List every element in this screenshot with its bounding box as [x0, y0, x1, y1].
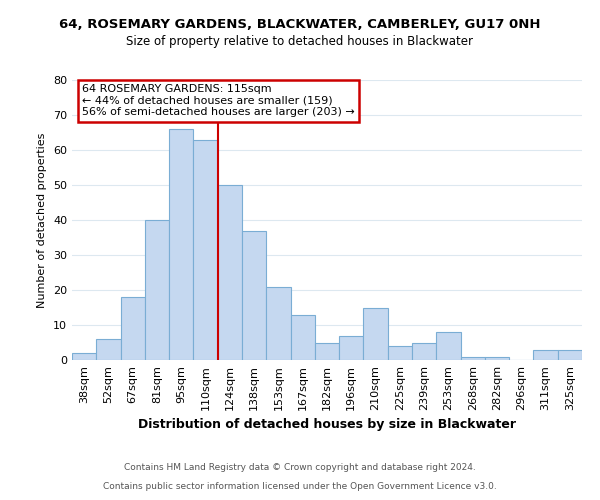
Bar: [388, 346, 412, 360]
Bar: [266, 286, 290, 360]
Text: Size of property relative to detached houses in Blackwater: Size of property relative to detached ho…: [127, 35, 473, 48]
Bar: [96, 339, 121, 360]
Bar: [169, 129, 193, 360]
Bar: [72, 353, 96, 360]
Bar: [121, 297, 145, 360]
Bar: [412, 342, 436, 360]
Bar: [533, 350, 558, 360]
Text: Contains public sector information licensed under the Open Government Licence v3: Contains public sector information licen…: [103, 482, 497, 491]
Bar: [242, 230, 266, 360]
Text: 64, ROSEMARY GARDENS, BLACKWATER, CAMBERLEY, GU17 0NH: 64, ROSEMARY GARDENS, BLACKWATER, CAMBER…: [59, 18, 541, 30]
Bar: [436, 332, 461, 360]
Bar: [461, 356, 485, 360]
Bar: [145, 220, 169, 360]
Bar: [218, 185, 242, 360]
Y-axis label: Number of detached properties: Number of detached properties: [37, 132, 47, 308]
Bar: [315, 342, 339, 360]
X-axis label: Distribution of detached houses by size in Blackwater: Distribution of detached houses by size …: [138, 418, 516, 432]
Bar: [558, 350, 582, 360]
Bar: [364, 308, 388, 360]
Bar: [485, 356, 509, 360]
Bar: [339, 336, 364, 360]
Bar: [193, 140, 218, 360]
Text: Contains HM Land Registry data © Crown copyright and database right 2024.: Contains HM Land Registry data © Crown c…: [124, 464, 476, 472]
Text: 64 ROSEMARY GARDENS: 115sqm
← 44% of detached houses are smaller (159)
56% of se: 64 ROSEMARY GARDENS: 115sqm ← 44% of det…: [82, 84, 355, 117]
Bar: [290, 314, 315, 360]
